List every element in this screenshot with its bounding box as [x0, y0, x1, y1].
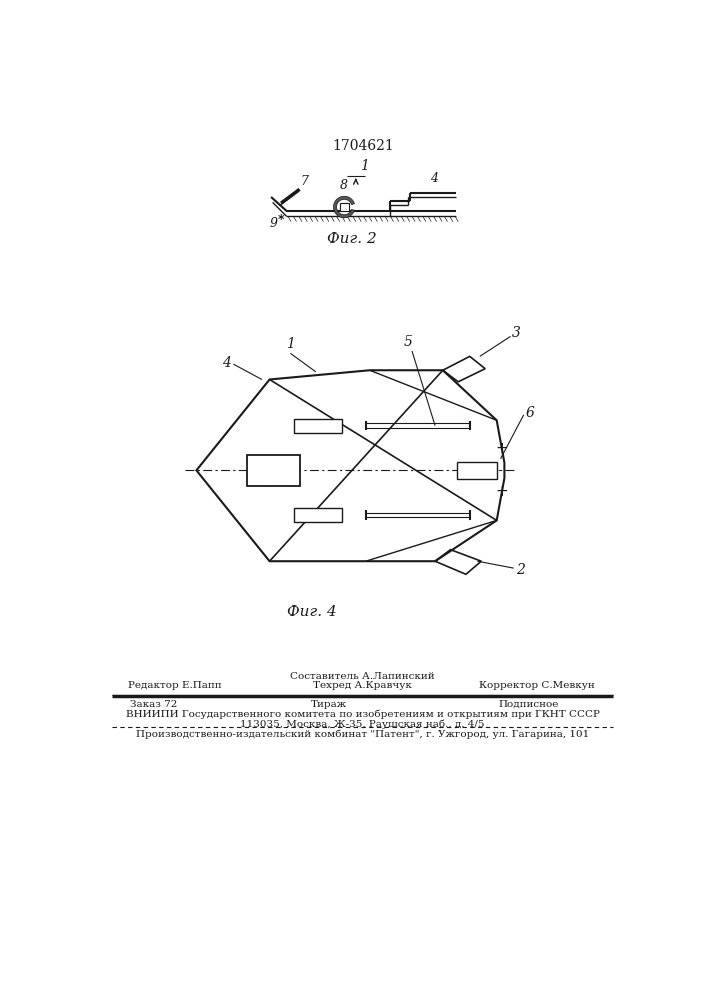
Text: Подписное: Подписное [499, 700, 559, 709]
Text: 5: 5 [404, 335, 413, 349]
Text: 9: 9 [269, 217, 277, 230]
Text: 113035, Москва, Ж-35, Раушская наб., д. 4/5: 113035, Москва, Ж-35, Раушская наб., д. … [240, 720, 485, 729]
Text: 1: 1 [360, 159, 368, 173]
Text: 1: 1 [286, 337, 295, 351]
Bar [247, 455, 300, 486]
Text: 3: 3 [512, 326, 521, 340]
Text: 1704621: 1704621 [332, 139, 394, 153]
Bar [294, 508, 342, 522]
Text: Производственно-издательский комбинат "Патент", г. Ужгород, ул. Гагарина, 101: Производственно-издательский комбинат "П… [136, 730, 590, 739]
Text: 7: 7 [300, 175, 308, 188]
Text: +: + [496, 441, 508, 456]
Bar [457, 462, 498, 479]
Text: Техред А.Кравчук: Техред А.Кравчук [313, 681, 412, 690]
Text: +: + [496, 484, 508, 499]
Text: Редактор Е.Папп: Редактор Е.Папп [128, 681, 222, 690]
Text: *: * [278, 213, 284, 226]
Text: Корректор С.Мевкун: Корректор С.Мевкун [479, 681, 595, 690]
Polygon shape [334, 196, 354, 218]
Text: Тираж: Тираж [311, 700, 347, 709]
Text: 2: 2 [516, 563, 525, 577]
Text: Заказ 72: Заказ 72 [129, 700, 177, 709]
Text: Фиг. 4: Фиг. 4 [287, 605, 337, 619]
Text: 4: 4 [222, 356, 231, 370]
Text: 8: 8 [340, 179, 349, 192]
Bar [339, 203, 349, 211]
Text: 4: 4 [431, 172, 438, 185]
Bar [294, 419, 342, 433]
Text: Составитель А.Лапинский: Составитель А.Лапинский [291, 672, 435, 681]
Text: ВНИИПИ Государственного комитета по изобретениям и открытиям при ГКНТ СССР: ВНИИПИ Государственного комитета по изоб… [126, 710, 600, 719]
Text: Фиг. 2: Фиг. 2 [327, 232, 377, 246]
Text: 6: 6 [526, 406, 534, 420]
